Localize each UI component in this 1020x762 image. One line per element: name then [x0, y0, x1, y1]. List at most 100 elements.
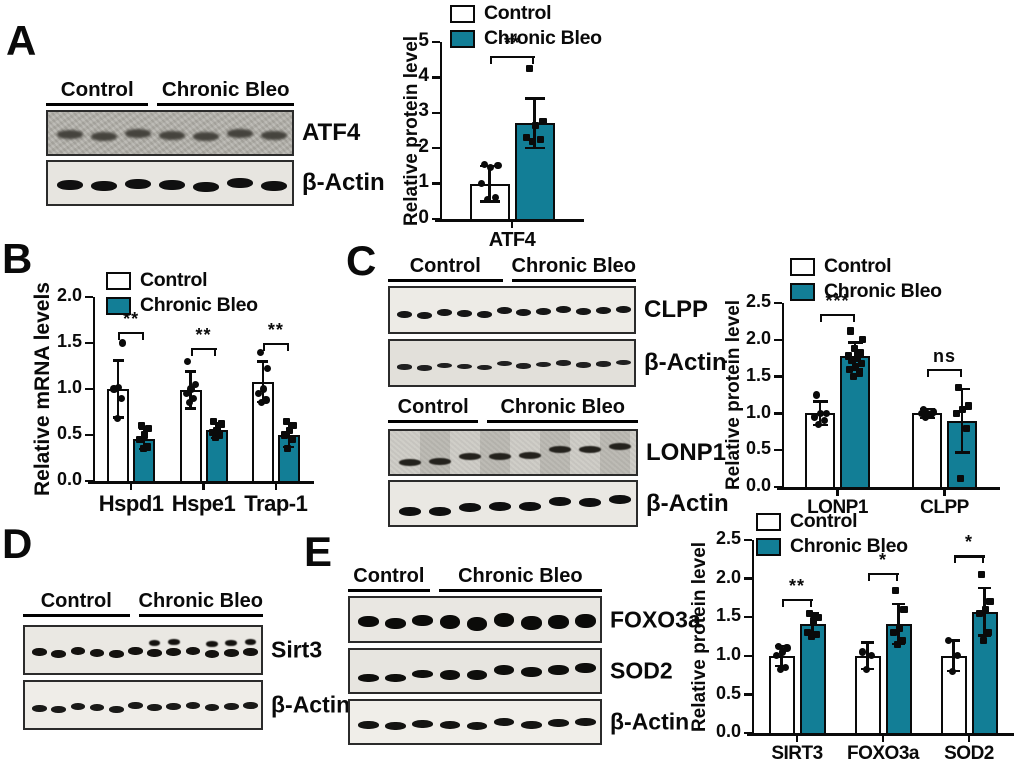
protein-band — [108, 705, 124, 713]
protein-band — [128, 702, 143, 710]
protein-band — [458, 502, 482, 512]
y-tick-label: 4 — [418, 65, 429, 86]
data-point-circle — [255, 390, 263, 398]
protein-band — [496, 307, 512, 315]
data-point-circle — [822, 409, 831, 417]
legend-label: Chronic Bleo — [484, 27, 602, 49]
panel-label-e: E — [304, 528, 333, 575]
category-tick — [510, 221, 514, 228]
category-label: Hspe1 — [171, 491, 236, 516]
legend-row: Chronic Bleo — [450, 27, 602, 50]
group-label-chronic-bleo: Chronic Bleo — [138, 590, 263, 617]
y-tick — [744, 577, 752, 580]
data-point-circle — [929, 408, 938, 416]
lane-group-header: Control Chronic Bleo — [348, 565, 602, 592]
data-point-square — [856, 349, 864, 357]
protein-band — [615, 305, 631, 313]
blot-row: ATF4 — [46, 109, 360, 156]
protein-band — [437, 309, 453, 317]
legend-row: Control — [756, 510, 908, 533]
data-point-square — [959, 406, 967, 414]
data-point-square — [539, 118, 547, 126]
protein-band — [608, 443, 632, 450]
protein-band — [32, 648, 47, 656]
chart-lonp1-clpp-protein: 0.0 0.5 1.0 1.5 2.0 2.5 Relative protein level… — [718, 243, 1020, 520]
blot-target-label: ATF4 — [302, 118, 361, 146]
data-point-circle — [917, 409, 925, 417]
sig-bracket-tick — [532, 56, 535, 65]
protein-band — [398, 459, 422, 466]
blot-target-label: LONP1 — [646, 438, 727, 466]
error-bar-cap — [112, 359, 124, 362]
data-point-square — [956, 474, 965, 482]
data-point-square — [981, 605, 989, 614]
protein-band — [147, 649, 162, 657]
data-point-square — [853, 354, 861, 362]
y-tick — [774, 485, 782, 489]
error-bar-cap — [954, 451, 970, 454]
protein-band — [70, 703, 86, 711]
lane-group-header: Control Chronic Bleo — [388, 255, 636, 282]
y-axis — [439, 42, 442, 222]
protein-band — [518, 502, 542, 512]
y-tick — [432, 76, 440, 79]
protein-band — [91, 181, 117, 192]
data-point-circle — [817, 409, 825, 417]
protein-band — [227, 178, 253, 189]
data-point-square — [213, 426, 221, 434]
legend-label: Control — [824, 255, 892, 277]
protein-band — [608, 495, 632, 504]
error-bar-cap — [185, 407, 196, 410]
protein-band — [51, 705, 67, 713]
data-point-square — [891, 586, 899, 594]
protein-band-upper — [244, 638, 257, 645]
blot-row: β-Actin — [46, 159, 385, 206]
y-tick — [85, 341, 93, 345]
y-tick — [774, 448, 782, 452]
group-label-control: Control — [388, 396, 479, 423]
protein-band — [439, 615, 461, 629]
sig-bracket-tick — [781, 598, 784, 607]
y-axis-label: Relative mRNA levels — [31, 282, 54, 496]
protein-band — [125, 178, 151, 189]
data-point-circle — [182, 390, 190, 398]
y-tick-label: 2.0 — [715, 566, 741, 587]
data-point-square — [536, 135, 544, 143]
blot-row: β-Actin — [388, 339, 727, 387]
protein-band — [159, 130, 185, 140]
data-point-square — [528, 137, 537, 145]
protein-band — [516, 363, 532, 369]
sig-bracket-tick — [927, 369, 930, 378]
y-tick — [774, 338, 782, 342]
group-label-chronic-bleo: Chronic Bleo — [157, 78, 294, 106]
protein-band — [193, 181, 219, 192]
data-point-square — [217, 420, 225, 428]
data-point-circle — [481, 160, 489, 168]
protein-band — [261, 180, 287, 191]
legend-label: Chronic Bleo — [140, 294, 258, 316]
protein-band — [548, 614, 569, 629]
data-point-circle — [776, 666, 784, 674]
data-point-square — [284, 445, 292, 453]
protein-band — [166, 703, 182, 711]
blot-box — [388, 339, 636, 387]
y-tick — [774, 301, 782, 305]
legend-swatch-control — [756, 512, 781, 531]
y-tick — [744, 693, 752, 696]
legend-swatch-control — [450, 4, 475, 23]
protein-band — [536, 361, 552, 368]
blot-box — [46, 109, 294, 156]
protein-band — [193, 132, 219, 142]
data-point-circle — [772, 652, 781, 660]
protein-band — [57, 130, 83, 140]
legend-swatch-control — [106, 271, 131, 290]
sig-bracket-tick — [214, 347, 217, 356]
protein-band — [412, 719, 434, 728]
error-bar-cap — [861, 641, 874, 644]
sig-bracket-tick — [141, 331, 145, 340]
y-tick-label: 2 — [418, 135, 429, 157]
blot-atf4: Control Chronic Bleo ATF4 β-Actin — [46, 78, 385, 210]
blot-foxo3a-sod2: Control Chronic Bleo FOXO3a SOD2 β-Actin — [348, 565, 701, 750]
group-label-control: Control — [46, 78, 149, 106]
